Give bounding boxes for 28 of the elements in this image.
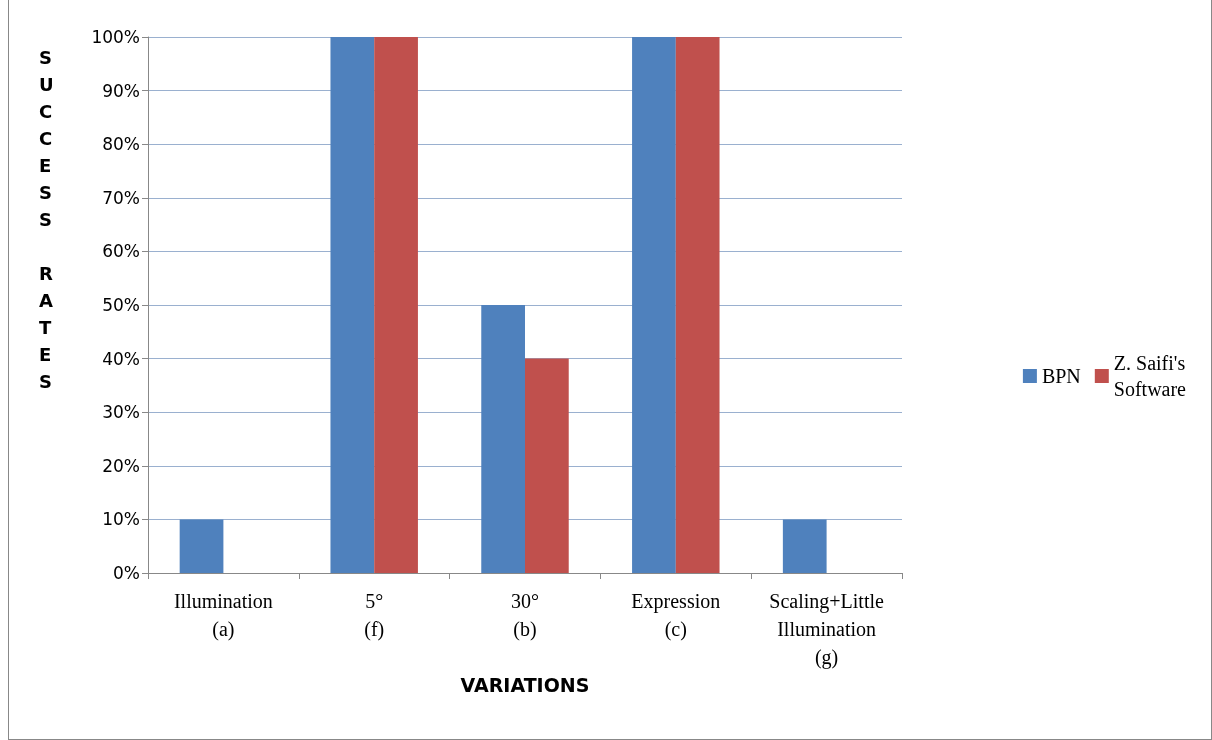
y-tick-label: 20% — [102, 455, 140, 476]
bar — [632, 37, 676, 573]
y-tick-label: 50% — [102, 295, 140, 315]
bar — [675, 37, 720, 573]
x-axis-title: VARIATIONS — [460, 674, 590, 697]
y-tick-label: 60% — [102, 241, 140, 262]
bar — [179, 519, 224, 573]
bar — [330, 37, 375, 573]
x-tick-label: Illumination (a) — [173, 590, 273, 641]
y-tick-label: 80% — [102, 134, 140, 155]
bar — [782, 519, 827, 573]
bar — [525, 358, 569, 573]
bar — [374, 37, 418, 573]
y-tick-label: 40% — [102, 348, 140, 369]
x-tick-label: 5° (f) — [364, 590, 385, 641]
y-tick-label: 70% — [102, 187, 140, 208]
y-tick-label: 30% — [102, 402, 140, 423]
x-tick-label: 30° (b) — [511, 590, 539, 641]
x-tick-label: Scaling+Little Illumination (g) — [769, 590, 885, 669]
y-tick-label: 100% — [91, 27, 140, 47]
legend-label: BPN — [1041, 365, 1081, 387]
bar — [481, 305, 525, 573]
x-tick-label: Expression (c) — [631, 590, 721, 641]
legend-label: Z. Saifi's Software — [1113, 352, 1187, 400]
y-tick-label: 0% — [113, 563, 140, 583]
y-tick-label: 90% — [102, 80, 140, 101]
text: SUCCESS RATES — [39, 47, 54, 392]
y-tick-label: 10% — [102, 509, 140, 530]
